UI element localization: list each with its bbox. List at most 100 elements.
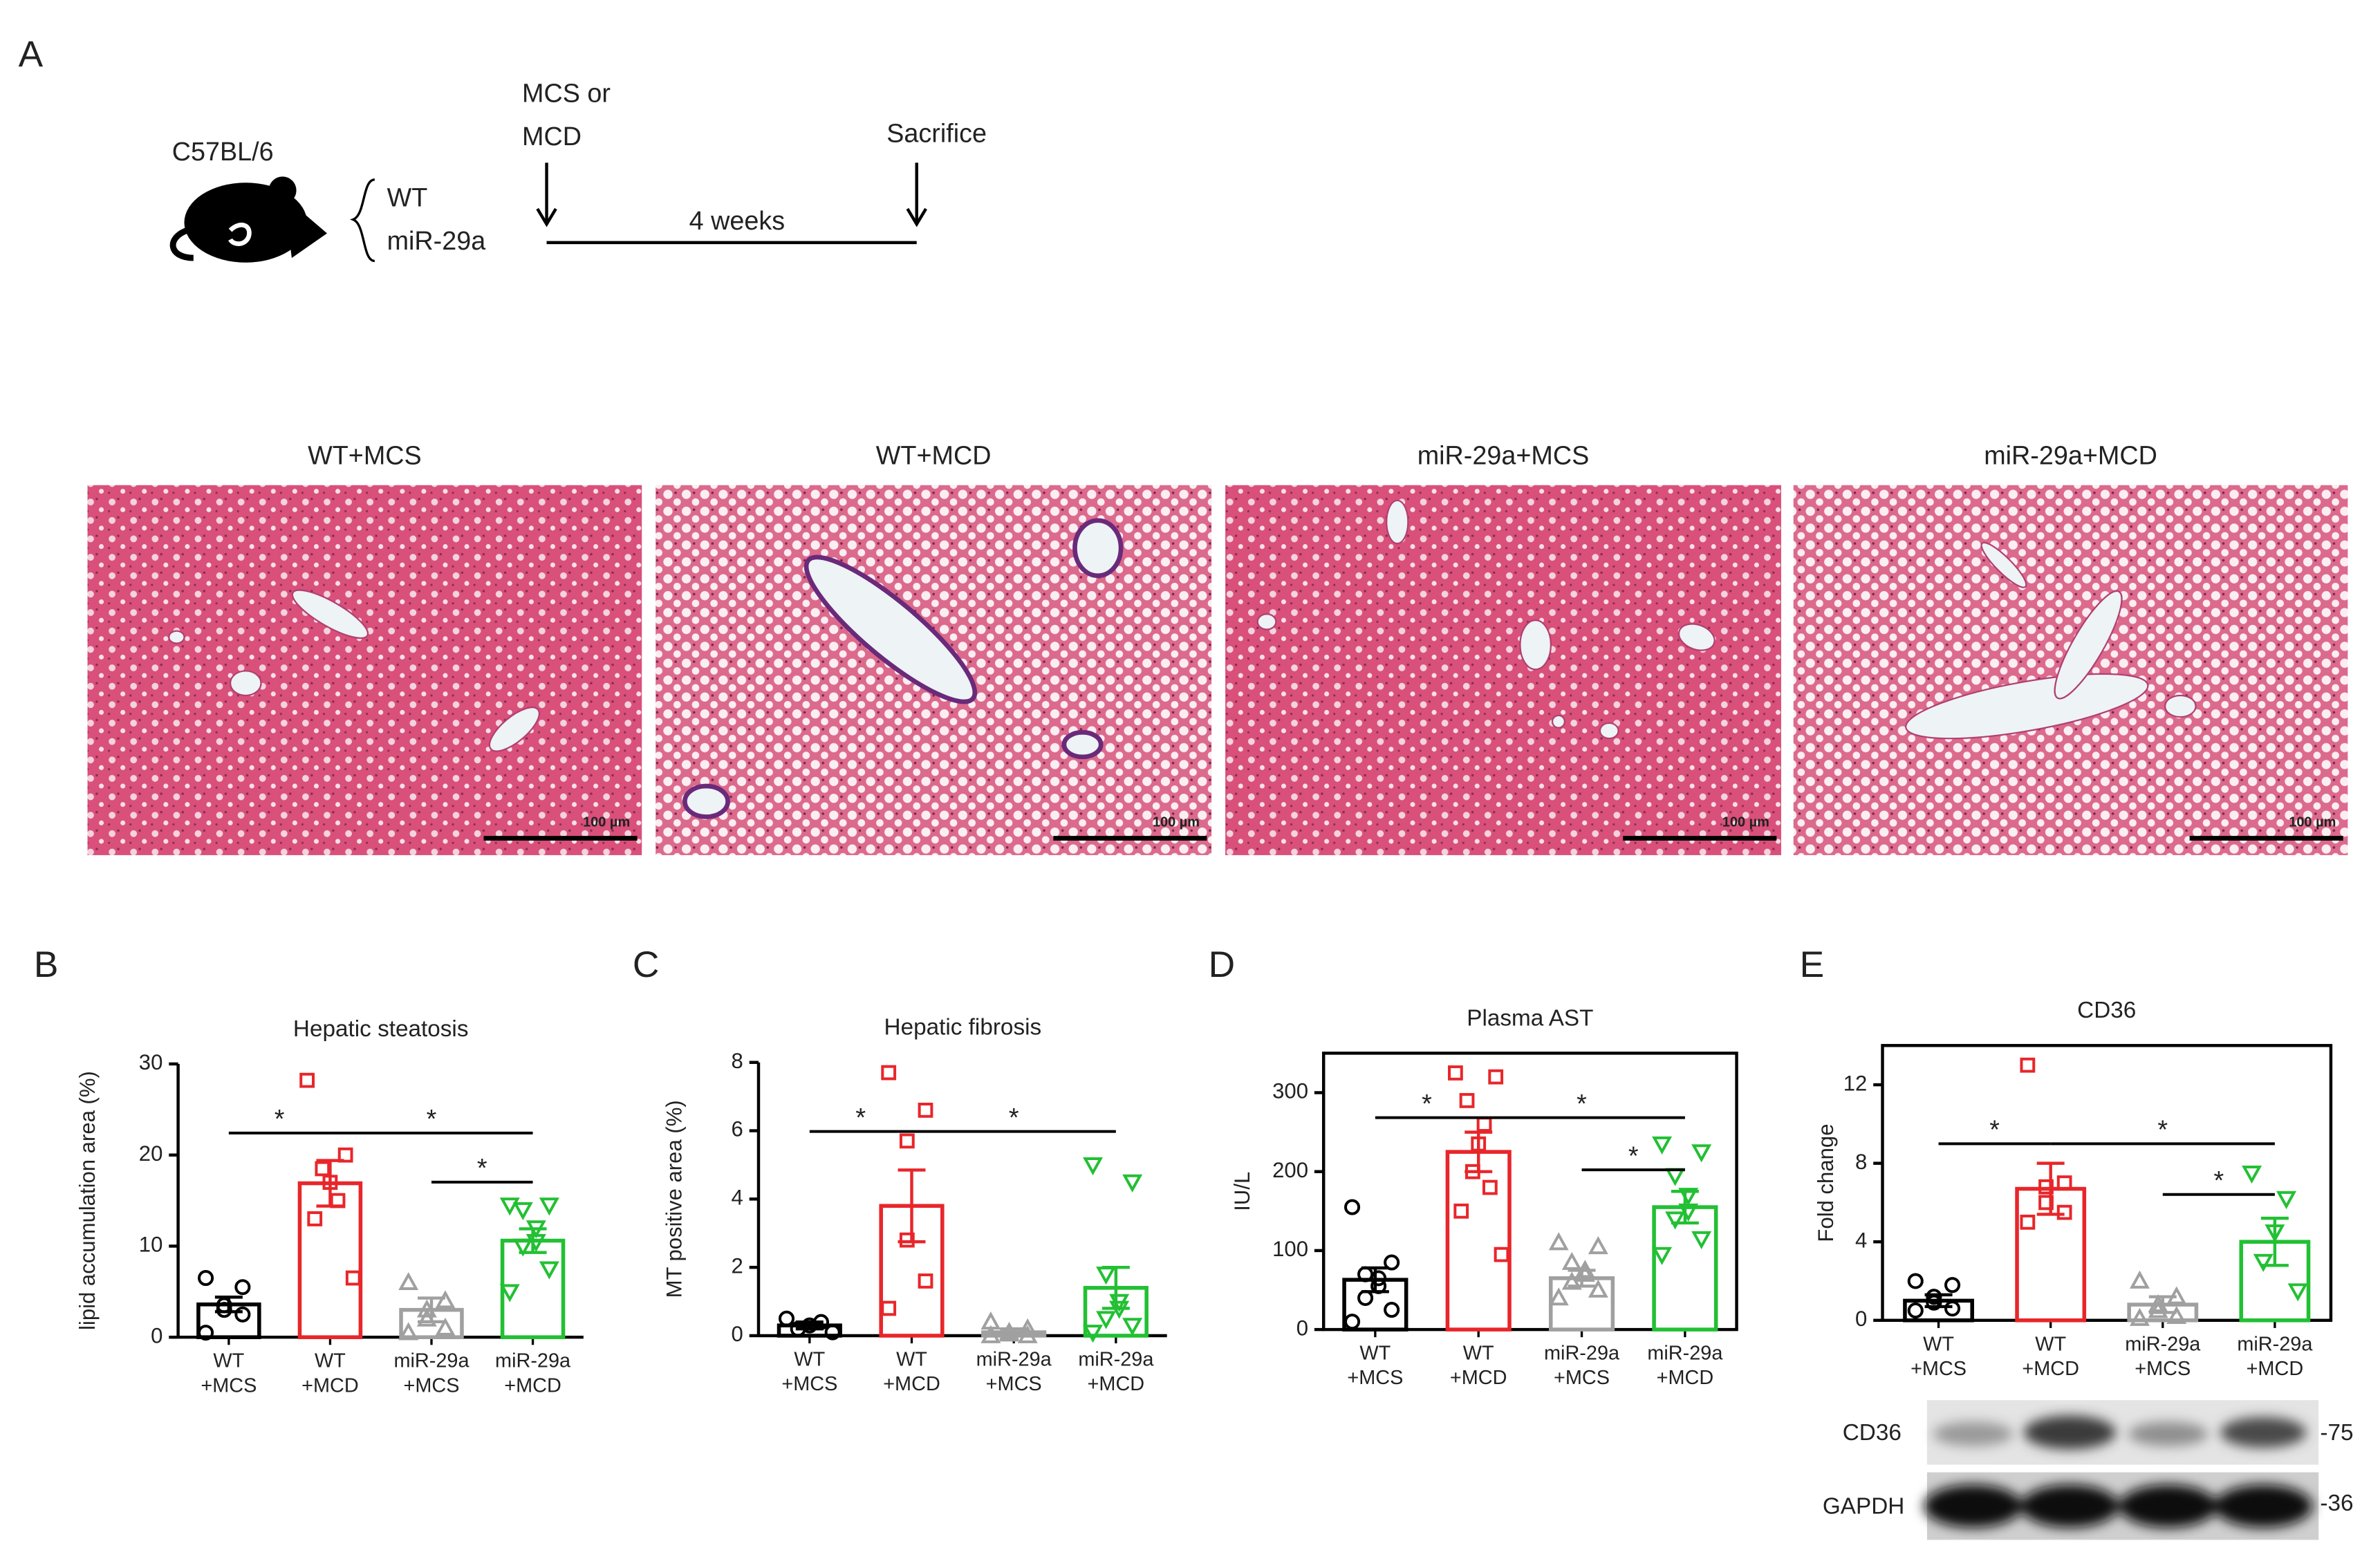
data-point	[1907, 1302, 1924, 1319]
data-point	[1482, 1179, 1498, 1195]
bar	[1652, 1205, 1718, 1332]
data-point	[398, 1322, 419, 1341]
data-point	[2056, 1175, 2072, 1190]
histology-row: WT+MCS 100 µm WT+MCD 100 µm miR-29a+MCS 100 µ…	[87, 441, 2348, 855]
significance-label: *	[427, 1104, 437, 1133]
blot-label: GAPDH	[1823, 1494, 1904, 1520]
vessel	[1519, 619, 1552, 671]
data-point	[899, 1232, 915, 1248]
data-point	[1665, 1168, 1686, 1186]
y-tick-label: 4	[1855, 1228, 1867, 1252]
data-point	[1561, 1271, 1582, 1290]
data-point	[307, 1211, 323, 1226]
vessel	[2164, 694, 2197, 718]
data-point	[499, 1284, 520, 1302]
y-axis-label: lipid accumulation area (%)	[75, 1071, 100, 1330]
data-point	[1588, 1235, 1608, 1255]
data-point	[1652, 1136, 1673, 1155]
y-tick-label: 10	[139, 1233, 163, 1257]
significance-label: *	[275, 1104, 285, 1133]
vessel	[2054, 590, 2123, 700]
scale-bar-label: 100 µm	[583, 815, 630, 830]
data-point	[999, 1323, 1020, 1342]
y-axis-label: MT positive area (%)	[662, 1100, 686, 1298]
chart-title: Plasma AST	[1467, 1005, 1593, 1031]
data-point	[299, 1072, 315, 1088]
data-point	[1574, 1263, 1595, 1282]
charts: B Hepatic steatosis lipid accumulation are…	[34, 944, 2333, 1397]
data-point	[1678, 1188, 1699, 1206]
significance-label: *	[1989, 1115, 2000, 1144]
data-point	[234, 1279, 251, 1296]
x-tick-label: WT +MCD	[301, 1350, 359, 1397]
data-point	[2148, 1300, 2168, 1318]
data-point	[216, 1302, 232, 1318]
y-tick-label: 300	[1272, 1079, 1308, 1103]
data-point	[2038, 1195, 2054, 1211]
data-point	[1652, 1246, 1673, 1265]
data-point	[330, 1193, 346, 1208]
data-point	[1344, 1314, 1361, 1330]
data-point	[2253, 1253, 2274, 1272]
y-tick-label: 4	[731, 1186, 743, 1210]
x-tick-label: WT +MCD	[2022, 1333, 2079, 1380]
image-title: WT+MCD	[876, 441, 992, 470]
vessel	[1599, 722, 1619, 740]
data-point	[1588, 1279, 1608, 1298]
vessel	[168, 630, 185, 644]
data-point	[1907, 1273, 1924, 1289]
data-point	[790, 1320, 806, 1337]
data-point	[416, 1299, 437, 1318]
data-point	[1926, 1294, 1942, 1311]
data-point	[2166, 1305, 2187, 1324]
blot-marker: -36	[2320, 1491, 2353, 1516]
data-point	[216, 1297, 232, 1314]
data-point	[1944, 1300, 1961, 1317]
data-point	[2265, 1224, 2285, 1243]
vessel	[1980, 541, 2027, 588]
data-point	[198, 1270, 214, 1287]
data-point	[2020, 1214, 2036, 1230]
data-point	[899, 1133, 915, 1149]
data-point	[1017, 1318, 1038, 1336]
data-point	[1494, 1246, 1509, 1262]
data-point	[1109, 1300, 1130, 1319]
data-point	[512, 1202, 533, 1220]
data-point	[881, 1065, 897, 1081]
data-point	[1384, 1302, 1400, 1318]
data-point	[2056, 1204, 2072, 1220]
data-point	[778, 1310, 795, 1327]
data-point	[2287, 1283, 2308, 1302]
data-point	[1370, 1278, 1387, 1294]
panel-label: A	[19, 34, 44, 75]
panel-label: E	[1800, 944, 1825, 985]
y-tick-label: 200	[1272, 1158, 1308, 1182]
data-point	[1370, 1270, 1387, 1287]
data-point	[1665, 1211, 1686, 1230]
x-tick-label: WT +MCD	[1450, 1342, 1507, 1389]
data-point	[1357, 1289, 1374, 1306]
data-point	[1944, 1277, 1961, 1294]
significance-label: *	[1009, 1103, 1019, 1132]
significance-label: *	[1422, 1089, 1432, 1118]
significance-label: *	[1628, 1141, 1639, 1170]
scale-bar-label: 100 µm	[1722, 815, 1769, 830]
timeline	[536, 162, 927, 245]
blot-label: CD36	[1843, 1420, 1902, 1446]
significance-label: *	[2213, 1166, 2224, 1195]
x-tick-label: WT +MCS	[1910, 1333, 1967, 1380]
data-point	[1096, 1267, 1117, 1285]
vessel	[291, 589, 369, 639]
image-title: miR-29a+MCD	[1984, 441, 2157, 470]
data-point	[1548, 1287, 1569, 1306]
data-point	[1448, 1065, 1463, 1081]
vessel	[1072, 518, 1124, 579]
strain-label: C57BL/6	[172, 137, 274, 166]
x-tick-label: miR-29a +MCD	[2237, 1333, 2313, 1380]
y-tick-label: 0	[731, 1322, 743, 1346]
y-tick-label: 0	[1296, 1316, 1308, 1340]
treatment-label: MCS or	[522, 79, 611, 108]
y-tick-label: 30	[139, 1050, 163, 1074]
vessel	[1677, 623, 1716, 651]
